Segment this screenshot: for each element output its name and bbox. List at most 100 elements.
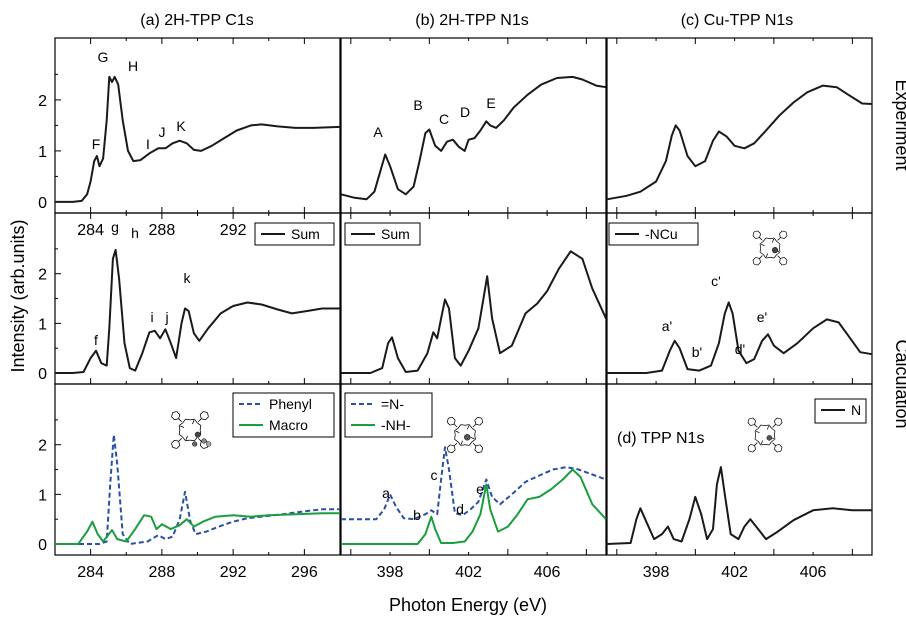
mol-bond <box>206 412 209 417</box>
mol-bond <box>777 255 781 259</box>
mol-bond <box>782 230 787 233</box>
series-line-ncu <box>607 301 873 374</box>
legend: Phenyl Macro <box>232 392 335 438</box>
mol-atom <box>192 441 198 447</box>
mol-bond <box>747 444 751 448</box>
peak-label: E <box>486 95 495 111</box>
mol-bond <box>199 414 202 419</box>
peak-label: d' <box>735 341 745 357</box>
mol-bond <box>199 411 204 415</box>
x-tick-label: 288 <box>149 222 176 239</box>
mol-bond <box>779 262 783 266</box>
x-tick-label: 288 <box>149 564 176 581</box>
mol-bond <box>774 434 776 440</box>
mol-bond <box>174 439 179 442</box>
mol-bond <box>754 420 756 425</box>
mol-bond <box>192 420 195 425</box>
mol-bond <box>764 424 770 426</box>
legend: Sum <box>344 222 421 246</box>
series-line-spectrum <box>55 75 341 203</box>
panel-title: (c) Cu-TPP N1s <box>681 12 794 29</box>
mol-bond <box>479 422 484 426</box>
series-line-spectrum <box>340 75 607 201</box>
legend-box <box>344 392 433 438</box>
mol-bond <box>199 441 202 446</box>
mol-bond <box>754 442 758 446</box>
legend-label: Phenyl <box>269 396 312 412</box>
mol-bond <box>464 424 470 426</box>
row-label-experiment: Experiment <box>892 79 906 170</box>
mol-bond <box>178 414 181 419</box>
panel-frame <box>606 383 873 556</box>
mol-bond <box>448 451 453 454</box>
x-tick-label: 406 <box>800 564 827 581</box>
mol-bond <box>771 238 775 243</box>
y-tick-label: 1 <box>38 316 47 333</box>
panel-b-top: A B C DE (b) 2H-TPP N1s <box>340 12 607 214</box>
mol-bond <box>750 424 755 426</box>
peak-label: I <box>146 136 150 152</box>
legend: N <box>814 398 867 424</box>
mol-bond <box>199 445 204 449</box>
mol-bond <box>472 442 477 447</box>
peak-label: j <box>164 309 168 325</box>
peak-label: g <box>111 219 119 235</box>
mol-bond <box>759 251 764 255</box>
mol-bond <box>765 237 771 239</box>
mol-bond <box>780 237 785 239</box>
mol-bond <box>784 257 788 261</box>
series-line-phenyl <box>55 433 340 545</box>
peak-label: b <box>413 507 421 523</box>
mol-bond <box>753 263 758 266</box>
mol-bond <box>747 422 751 426</box>
mol-atom <box>206 441 212 447</box>
mol-bond <box>754 430 756 436</box>
mol-bond <box>780 447 783 452</box>
mol-bond <box>475 423 480 426</box>
mol-bond <box>759 258 761 263</box>
mol-bond <box>185 435 188 440</box>
mol-bond <box>182 436 186 442</box>
mol-bond <box>452 416 456 421</box>
y-axis-label: Intensity (arb.units) <box>8 219 28 372</box>
mol-bond <box>774 417 778 421</box>
mol-bond <box>481 418 484 423</box>
mol-bond <box>752 449 756 453</box>
mol-bond <box>785 260 788 265</box>
mol-bond <box>777 237 781 241</box>
mol-bond <box>755 257 760 259</box>
legend: =N- -NH- <box>344 392 433 438</box>
mol-bond <box>754 438 759 442</box>
mol-bond <box>178 422 184 426</box>
peak-label: B <box>413 97 422 113</box>
mol-bond <box>197 418 202 423</box>
mol-bond <box>759 237 763 241</box>
mol-bond <box>764 444 770 446</box>
mol-bond <box>776 241 781 245</box>
mol-bond <box>455 430 460 433</box>
mol-bond <box>453 442 458 447</box>
mol-bond <box>178 425 181 431</box>
mol-bond <box>757 262 761 266</box>
mol-bond <box>779 247 781 253</box>
mol-bond <box>759 243 761 249</box>
mol-bond <box>469 424 473 429</box>
mol-bond <box>446 447 449 452</box>
mol-bond <box>752 417 756 421</box>
mol-bond <box>759 255 763 259</box>
mol-bond <box>448 416 453 419</box>
peak-label: C <box>439 111 449 127</box>
y-tick-label: 0 <box>38 537 47 554</box>
mol-bond <box>747 418 750 423</box>
mol-bond <box>454 427 459 431</box>
x-tick-label: 402 <box>455 564 482 581</box>
mol-bond <box>189 439 195 442</box>
legend-label: -NH- <box>381 417 411 433</box>
mol-bond <box>171 443 174 448</box>
mol-bond <box>446 444 451 448</box>
mol-bond <box>769 237 775 239</box>
mol-bond <box>205 416 209 421</box>
mol-bond <box>754 424 758 428</box>
legend-label: N <box>851 402 861 418</box>
mol-bond <box>758 441 762 446</box>
